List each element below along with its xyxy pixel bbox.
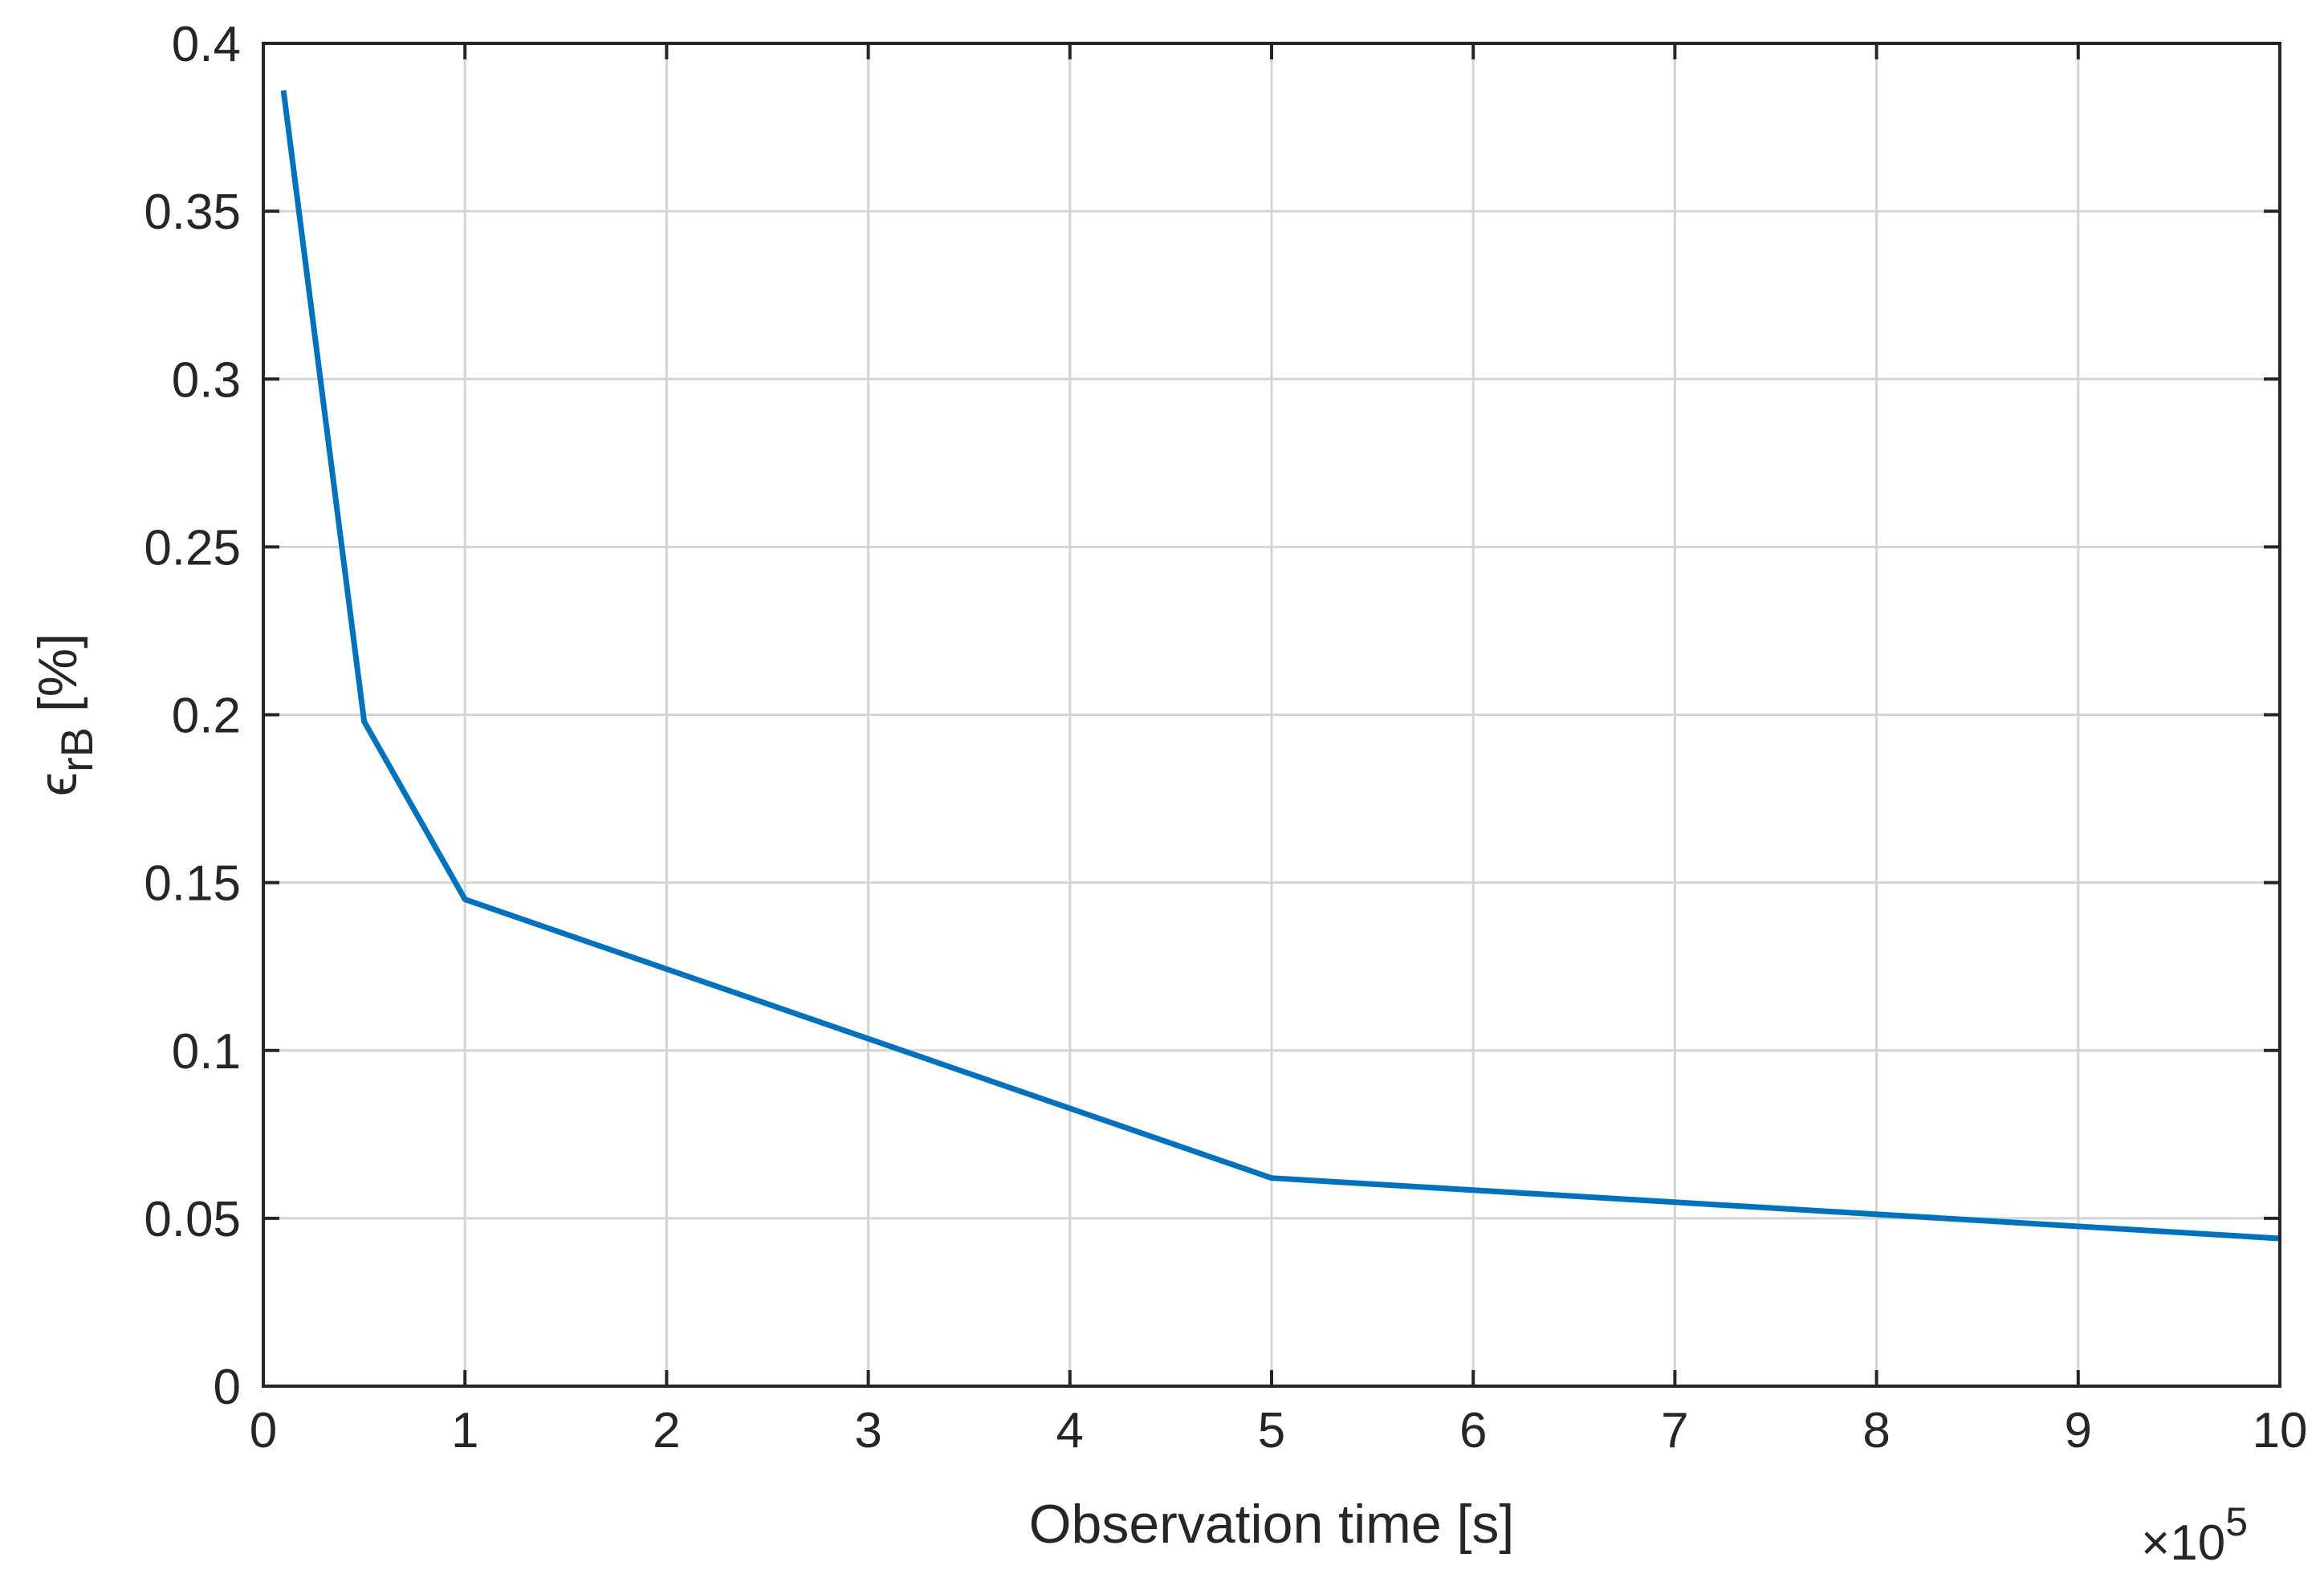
y-tick-label: 0.25 [144,520,241,575]
y-axis-label-subscript: rB [51,727,102,772]
x-tick-label: 10 [2253,1403,2308,1458]
x-tick-label: 5 [1258,1403,1285,1458]
x-tick-label: 2 [653,1403,680,1458]
x-tick-label: 3 [854,1403,881,1458]
x-exponent-power: 5 [2225,1499,2248,1544]
y-tick-label: 0.35 [144,185,241,240]
x-tick-label: 8 [1862,1403,1890,1458]
grid [263,43,2280,1386]
y-axis-label-symbol: ϵ [27,772,88,796]
x-tick-label: 9 [2065,1403,2092,1458]
y-tick-label: 0.4 [172,17,241,72]
x-tick-label: 7 [1661,1403,1688,1458]
y-tick-label: 0.2 [172,689,241,744]
x-tick-label: 4 [1056,1403,1084,1458]
ticks: 0 1 2 3 4 5 6 7 8 9 10 0 0.05 0.1 0.15 0.2 0.25 0.3 0.35 0.… [144,17,2307,1458]
x-tick-label: 6 [1459,1403,1487,1458]
series-line [280,90,2281,1242]
x-tick-label: 1 [451,1403,478,1458]
y-tick-label: 0.05 [144,1192,241,1247]
y-tick-label: 0.15 [144,856,241,912]
y-tick-label: 0.3 [172,352,241,408]
x-axis-label: Observation time [s] [1029,1494,1515,1555]
x-tick-label: 0 [250,1403,277,1458]
y-axis-label: ϵrB [%] [27,633,102,796]
series-layer [280,90,2281,1242]
y-tick-label: 0 [214,1360,241,1415]
x-exponent-base: ×10 [2141,1515,2225,1571]
y-axis-label-unit: [%] [27,633,88,727]
y-tick-label: 0.1 [172,1024,241,1080]
x-axis-exponent: ×105 [2141,1499,2248,1571]
